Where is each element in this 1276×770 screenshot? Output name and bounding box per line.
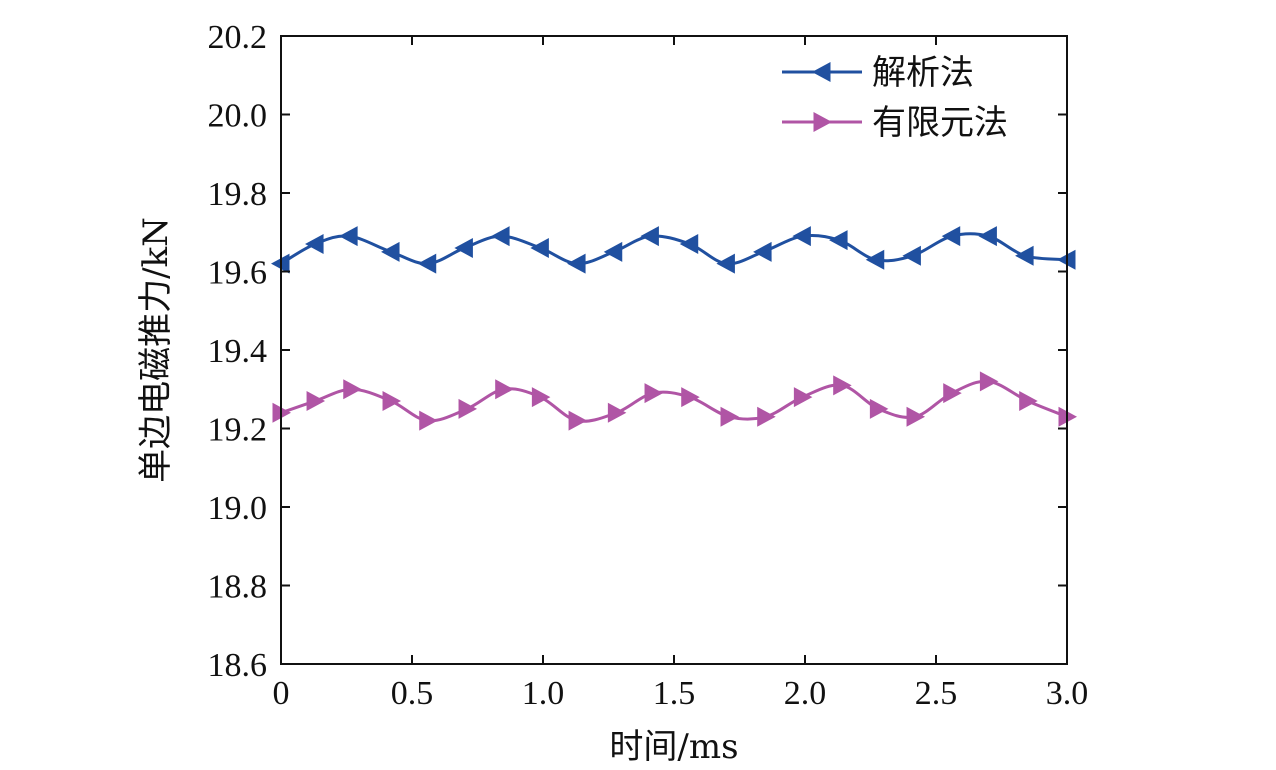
- data-point: [568, 410, 588, 431]
- x-tick-label: 1.0: [522, 675, 565, 712]
- data-point: [417, 253, 437, 274]
- y-axis-label: 单边电磁推力/kN: [136, 217, 176, 483]
- data-point: [607, 402, 627, 423]
- data-point: [343, 379, 362, 400]
- data-point: [792, 226, 811, 247]
- y-tick-label: 19.4: [208, 333, 268, 370]
- data-point: [339, 226, 358, 247]
- data-point: [869, 398, 889, 419]
- y-tick-label: 19.6: [208, 255, 268, 292]
- x-tick-label: 0: [273, 675, 290, 712]
- y-tick-label: 19.2: [208, 412, 268, 449]
- labels-layer: 时间/ms 单边电磁推力/kN: [136, 217, 739, 767]
- legend-item-0: 解析法: [782, 53, 974, 93]
- x-tick-label: 1.5: [653, 675, 696, 712]
- x-tick-label: 2.0: [784, 675, 827, 712]
- legend-swatch-marker: [812, 62, 831, 82]
- data-point: [941, 226, 961, 247]
- data-point: [1019, 391, 1038, 412]
- data-point: [829, 230, 848, 251]
- data-point: [833, 375, 852, 396]
- data-point: [906, 406, 926, 427]
- series-0: [271, 226, 1076, 274]
- y-tick-label: 18.8: [208, 569, 268, 606]
- y-tick-label: 19.8: [208, 176, 268, 213]
- legend-label: 解析法: [872, 53, 974, 93]
- y-tick-label: 19.0: [208, 490, 268, 527]
- data-point: [716, 253, 735, 274]
- data-point: [458, 398, 478, 419]
- data-point: [793, 387, 813, 408]
- data-point: [679, 234, 699, 255]
- legend-swatch-marker: [813, 112, 832, 132]
- ticks-layer: 0 0.5 1.0 1.5 2.0 2.5 3.0 18.6 18.8 19.0 19.2 19.4 1…: [208, 19, 1089, 712]
- y-tick-label: 20.2: [208, 19, 268, 56]
- x-axis-label: 时间/ms: [609, 727, 738, 767]
- y-tick-label: 18.6: [208, 647, 268, 684]
- data-point: [865, 249, 885, 270]
- x-tick-label: 2.5: [915, 675, 958, 712]
- y-tick-label: 20.0: [208, 98, 268, 135]
- data-point: [1015, 245, 1034, 266]
- data-point: [491, 226, 510, 247]
- series-line: [280, 379, 1068, 423]
- data-point: [640, 226, 659, 247]
- data-point: [753, 241, 772, 262]
- data-point: [306, 391, 326, 412]
- data-point: [495, 379, 514, 400]
- series-layer: [271, 226, 1077, 431]
- data-point: [943, 383, 962, 404]
- data-point: [382, 391, 402, 412]
- data-point: [603, 241, 623, 262]
- data-point: [902, 245, 921, 266]
- legend: 解析法 有限元法: [782, 53, 1008, 143]
- data-point: [305, 234, 324, 255]
- data-point: [720, 406, 740, 427]
- data-point: [979, 371, 999, 392]
- series-1: [272, 371, 1077, 431]
- data-point: [567, 253, 586, 274]
- data-point: [681, 387, 700, 408]
- data-point: [454, 237, 473, 258]
- data-point: [978, 226, 997, 247]
- series-line: [280, 232, 1068, 266]
- x-tick-label: 0.5: [391, 675, 434, 712]
- data-point: [381, 241, 400, 262]
- data-point: [757, 406, 776, 427]
- data-point: [530, 237, 549, 258]
- data-point: [644, 383, 664, 404]
- legend-item-1: 有限元法: [782, 103, 1008, 143]
- legend-label: 有限元法: [872, 103, 1008, 143]
- data-point: [531, 387, 551, 408]
- data-point: [419, 410, 438, 431]
- x-tick-label: 3.0: [1046, 675, 1089, 712]
